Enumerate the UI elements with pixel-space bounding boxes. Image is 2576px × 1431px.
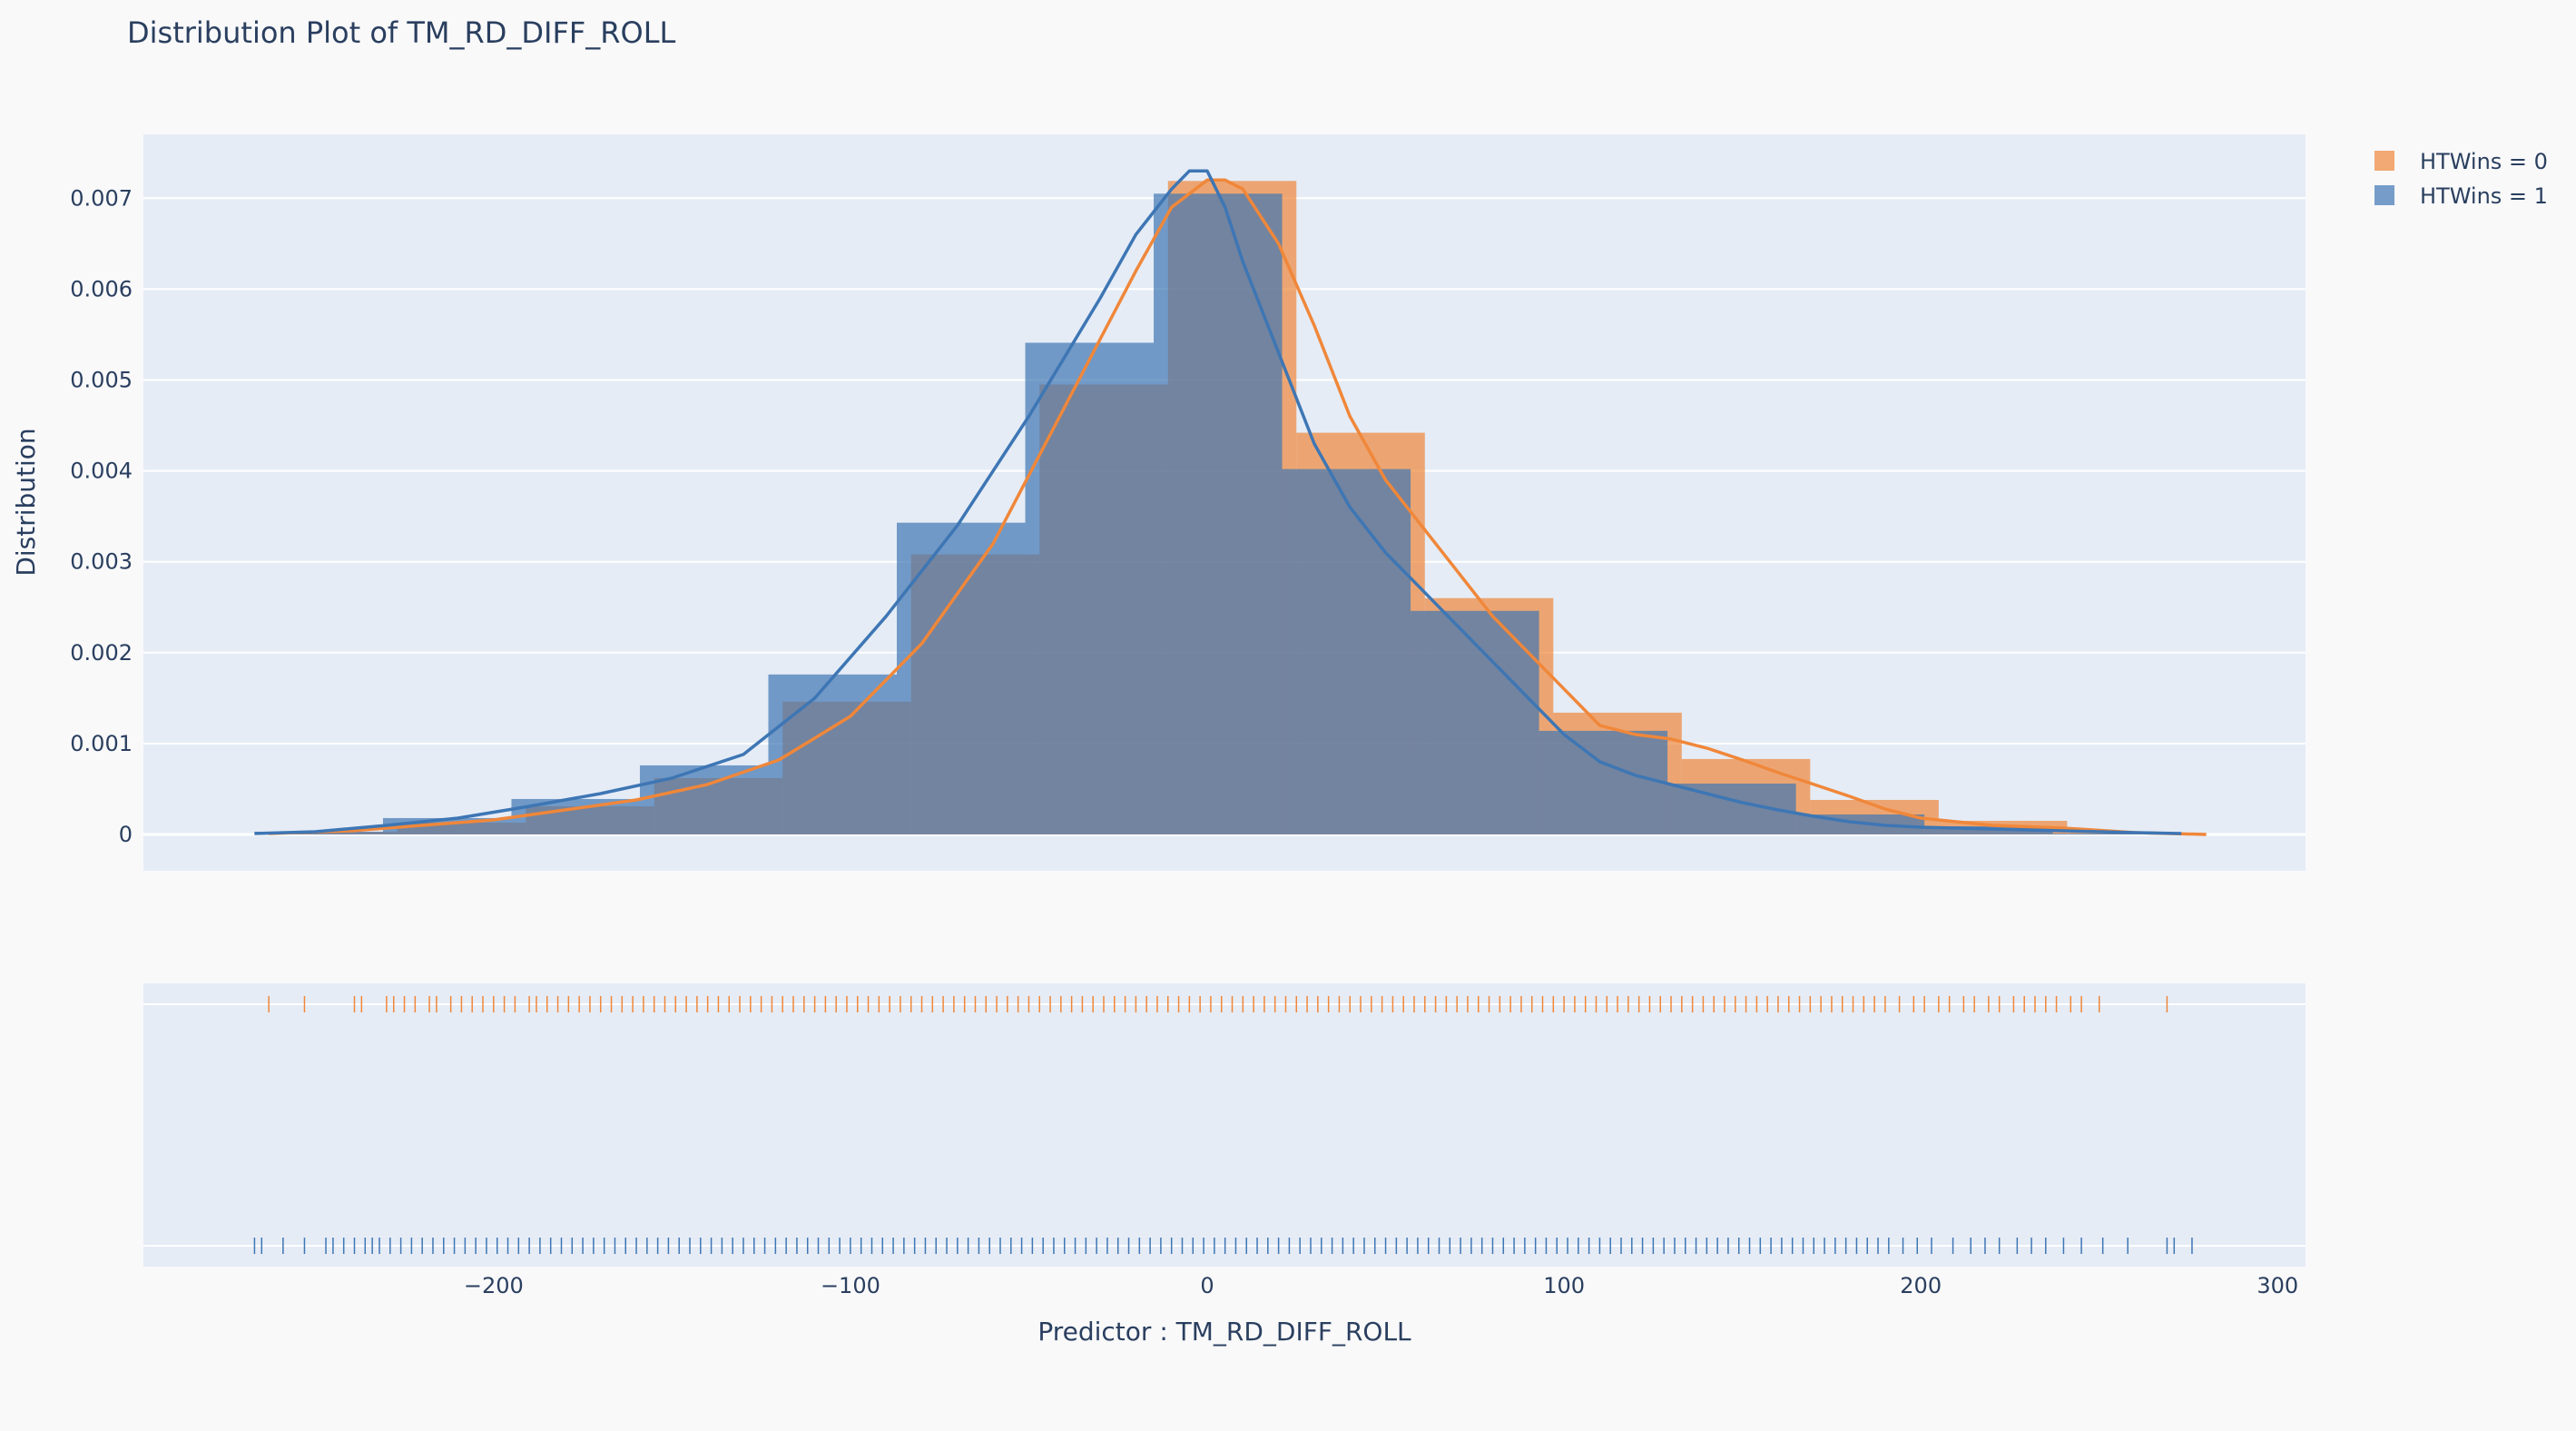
kde-line — [254, 169, 2182, 835]
hist-bar — [1539, 730, 1668, 834]
x-tick-label: −100 — [821, 1273, 880, 1298]
y-tick-label: 0 — [119, 822, 133, 847]
hist-bar — [511, 798, 640, 834]
histogram-htwins-1 — [254, 193, 2182, 835]
hist-bar — [1025, 342, 1155, 835]
legend-label-htwins-0: HTWins = 0 — [2420, 149, 2548, 174]
y-tick-label: 0.006 — [70, 276, 133, 301]
x-axis-title: Predictor : TM_RD_DIFF_ROLL — [1037, 1317, 1411, 1347]
y-tick-label: 0.001 — [70, 731, 133, 756]
y-tick-label: 0.005 — [70, 368, 133, 393]
rug-plot-area — [143, 983, 2306, 1267]
legend-item-htwins-0[interactable]: HTWins = 0 — [2374, 149, 2548, 174]
x-tick-label: 0 — [1200, 1273, 1214, 1298]
y-tick-label: 0.007 — [70, 185, 133, 211]
legend-swatch-htwins-1 — [2374, 185, 2394, 205]
rug-htwins-0 — [268, 996, 2168, 1012]
x-tick-label: 200 — [1900, 1273, 1942, 1298]
legend-item-htwins-1[interactable]: HTWins = 1 — [2374, 183, 2548, 209]
x-tick-label: −200 — [464, 1273, 524, 1298]
kde-line — [269, 178, 2207, 836]
legend: HTWins = 0 HTWins = 1 — [2374, 149, 2548, 209]
hist-bar — [639, 765, 769, 834]
kde-curves — [254, 169, 2207, 836]
x-tick-labels: −200 −100 0 100 200 300 — [464, 1273, 2298, 1298]
hist-bar — [1282, 469, 1411, 834]
chart-title: Distribution Plot of TM_RD_DIFF_ROLL — [127, 15, 676, 50]
hist-bar — [1154, 193, 1283, 835]
hist-bar — [1411, 610, 1539, 834]
hist-bar — [897, 522, 1026, 834]
y-tick-label: 0.004 — [70, 459, 133, 484]
legend-label-htwins-1: HTWins = 1 — [2420, 183, 2548, 209]
y-tick-labels: 0 0.001 0.002 0.003 0.004 0.005 0.006 0.007 — [70, 185, 133, 847]
x-tick-label: 100 — [1543, 1273, 1585, 1298]
y-axis-title: Distribution — [11, 428, 41, 576]
y-tick-label: 0.002 — [70, 640, 133, 666]
x-tick-label: 300 — [2256, 1273, 2298, 1298]
legend-swatch-htwins-0 — [2374, 151, 2394, 171]
rug-htwins-1 — [253, 1238, 2193, 1254]
y-tick-label: 0.003 — [70, 549, 133, 575]
